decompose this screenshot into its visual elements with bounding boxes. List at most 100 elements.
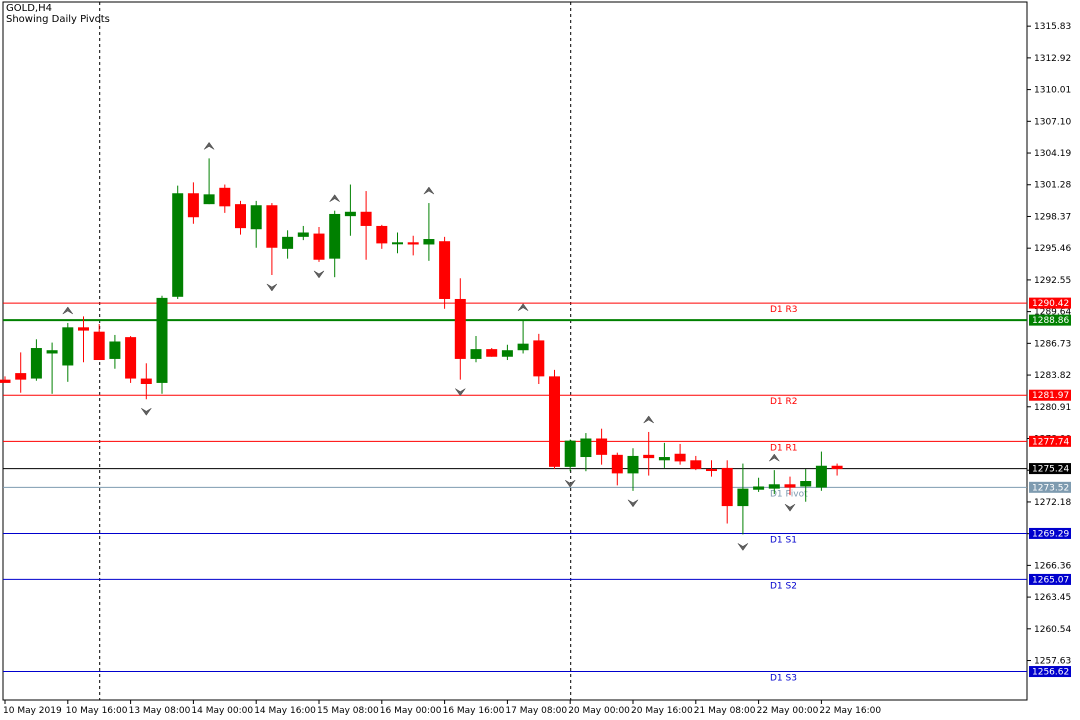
x-tick-label: 10 May 16:00	[66, 706, 128, 716]
fractal-up-icon	[643, 415, 654, 424]
price-label-box	[1029, 297, 1071, 309]
fractal-down-icon	[627, 499, 639, 508]
candle-body[interactable]	[313, 233, 325, 260]
x-tick-label: 17 May 08:00	[505, 706, 567, 716]
chart-subtitle: Showing Daily Pivots	[6, 14, 110, 25]
candle-body[interactable]	[784, 484, 796, 488]
candle-body[interactable]	[439, 241, 451, 299]
candle-body[interactable]	[517, 343, 529, 351]
fractal-down-icon	[784, 503, 796, 512]
candle-body[interactable]	[596, 438, 608, 455]
x-tick-label: 20 May 00:00	[568, 706, 630, 716]
y-tick-label: 1280.91	[1034, 403, 1071, 413]
fractal-up-icon	[329, 194, 340, 202]
pivot-level-name: D1 S2	[770, 581, 797, 591]
candle-body[interactable]	[611, 454, 623, 474]
candle-body[interactable]	[172, 193, 184, 297]
fractal-down-icon	[737, 543, 749, 551]
candle-body[interactable]	[706, 469, 717, 472]
candle-body[interactable]	[470, 349, 482, 359]
candle-body[interactable]	[329, 213, 341, 259]
candle-body[interactable]	[627, 455, 639, 474]
y-tick-label: 1286.73	[1034, 339, 1071, 349]
chart-symbol-title: GOLD,H4	[6, 3, 52, 14]
price-label-box	[1029, 527, 1071, 539]
price-label-box	[1029, 389, 1071, 401]
candle-body[interactable]	[30, 348, 42, 379]
candle-body[interactable]	[344, 211, 356, 217]
candle-body[interactable]	[219, 187, 231, 207]
candle-body[interactable]	[360, 211, 372, 226]
y-tick-label: 1301.28	[1034, 181, 1071, 191]
x-tick-label: 22 May 16:00	[819, 706, 881, 716]
x-tick-label: 15 May 08:00	[317, 706, 379, 716]
candle-body[interactable]	[501, 350, 513, 357]
candle-body[interactable]	[407, 242, 419, 245]
price-label-text: 1288.86	[1032, 316, 1069, 326]
candle-body[interactable]	[250, 205, 262, 230]
price-label-box	[1029, 435, 1071, 447]
pivot-level-name: D1 S3	[770, 674, 797, 684]
price-label-text: 1281.97	[1032, 391, 1069, 401]
candle-body[interactable]	[125, 337, 137, 379]
price-label-box	[1029, 314, 1071, 326]
candle-body[interactable]	[78, 327, 89, 331]
candle-body[interactable]	[297, 232, 309, 237]
candle-body[interactable]	[737, 488, 749, 507]
y-tick-label: 1315.83	[1034, 22, 1071, 32]
candle-body[interactable]	[46, 350, 58, 354]
candle-body[interactable]	[140, 378, 152, 384]
candle-body[interactable]	[831, 465, 843, 470]
candle-body[interactable]	[486, 349, 498, 357]
candle-body[interactable]	[800, 481, 812, 487]
candle-body[interactable]	[376, 225, 388, 244]
candle-body[interactable]	[721, 467, 733, 507]
candle-body[interactable]	[187, 193, 199, 218]
candle-body[interactable]	[768, 484, 780, 489]
fractal-up-icon	[769, 453, 780, 462]
candle-body[interactable]	[658, 457, 670, 461]
candle-body[interactable]	[282, 236, 294, 249]
candle-body[interactable]	[454, 298, 466, 359]
candle-body[interactable]	[266, 205, 278, 248]
candle-body[interactable]	[674, 453, 686, 462]
candle-body[interactable]	[815, 465, 827, 488]
x-tick-label: 16 May 16:00	[443, 706, 505, 716]
fractal-up-icon	[62, 306, 74, 315]
y-tick-label: 1289.64	[1034, 308, 1071, 318]
candle-body[interactable]	[423, 239, 435, 245]
price-label-text: 1290.42	[1032, 299, 1069, 309]
candle-body[interactable]	[156, 297, 168, 383]
candle-body[interactable]	[549, 376, 560, 467]
pivot-level-name: D1 S1	[770, 535, 797, 545]
candle-body[interactable]	[690, 460, 702, 470]
candle-body[interactable]	[15, 373, 27, 380]
pivot-level-name: D1 R3	[770, 305, 798, 315]
candle-body[interactable]	[0, 379, 11, 383]
candle-body[interactable]	[564, 440, 576, 467]
candle-body[interactable]	[93, 331, 105, 361]
candle-body[interactable]	[533, 340, 545, 377]
x-tick-label: 10 May 2019	[3, 706, 62, 716]
price-label-text: 1269.29	[1032, 529, 1069, 539]
y-tick-label: 1304.19	[1034, 149, 1071, 159]
candle-body[interactable]	[643, 454, 655, 459]
pivot-level-name: D1 R2	[770, 397, 798, 407]
pivot-level-name: D1 R1	[770, 443, 798, 453]
x-tick-label: 16 May 00:00	[380, 706, 442, 716]
candle-body[interactable]	[235, 204, 246, 229]
candle-body[interactable]	[62, 327, 74, 366]
candle-body[interactable]	[392, 242, 403, 245]
candle-body[interactable]	[753, 486, 765, 490]
fractal-up-icon	[203, 141, 215, 150]
candle-body[interactable]	[580, 438, 592, 458]
y-tick-label: 1310.01	[1034, 86, 1071, 96]
fractal-down-icon	[141, 408, 152, 416]
x-tick-label: 13 May 08:00	[129, 706, 191, 716]
candle-body[interactable]	[109, 341, 121, 359]
price-label-text: 1273.52	[1032, 483, 1069, 493]
y-tick-label: 1295.46	[1034, 244, 1071, 254]
candle-body[interactable]	[203, 194, 215, 205]
price-label-text: 1277.74	[1032, 437, 1069, 447]
